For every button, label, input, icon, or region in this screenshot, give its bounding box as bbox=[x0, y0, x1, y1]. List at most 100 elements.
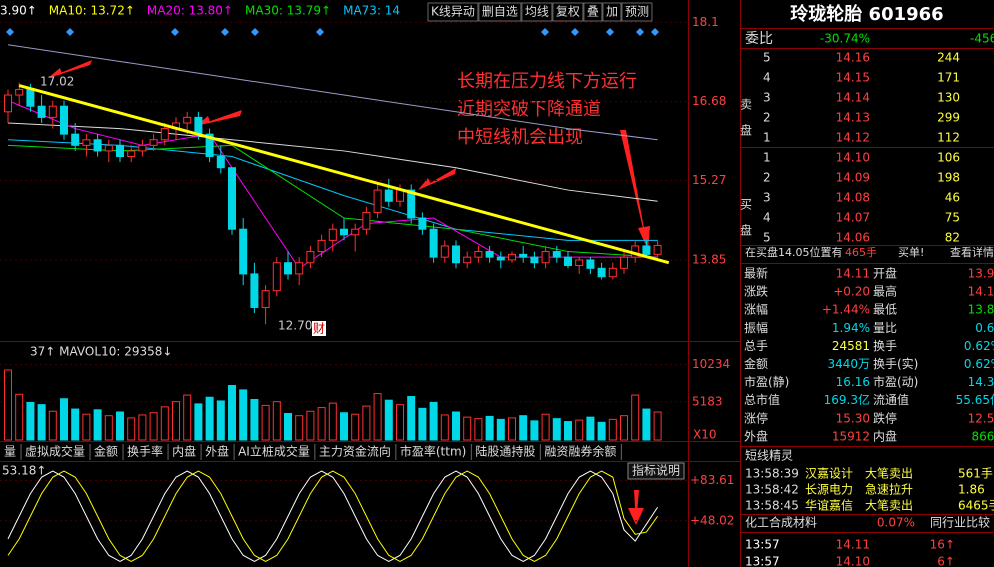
stat-label: 量比 bbox=[873, 321, 897, 335]
level-volume: 112 bbox=[937, 131, 960, 145]
toolbar-button-frame[interactable] bbox=[583, 2, 603, 22]
y-tick-label: 13.85 bbox=[692, 252, 726, 266]
stat-label: 市盈(动) bbox=[873, 374, 918, 389]
notice-tail: 买单! bbox=[898, 246, 924, 259]
industry: 化工合成材料 bbox=[745, 515, 817, 530]
level: 2 bbox=[763, 111, 771, 125]
notice-link[interactable]: 查看详情 bbox=[950, 245, 994, 259]
candle-body bbox=[552, 251, 561, 258]
indicator-tab[interactable]: 虚拟成交量 bbox=[25, 444, 85, 459]
toolbar-button-frame[interactable] bbox=[602, 2, 622, 22]
level-price: 14.12 bbox=[836, 131, 870, 145]
indicator-tab[interactable]: 陆股通持股 bbox=[475, 444, 535, 459]
indicator-tab[interactable]: 融资融券余额 bbox=[544, 444, 616, 459]
stat-value: 0.62 bbox=[975, 321, 994, 335]
level: 2 bbox=[763, 171, 771, 185]
trade-time: 13:57 bbox=[745, 555, 780, 567]
sprite-event: 急速拉升 bbox=[865, 482, 913, 497]
toolbar-button[interactable]: 加 bbox=[606, 5, 618, 19]
stat-label: 跌停 bbox=[873, 410, 897, 425]
candle-body bbox=[205, 133, 214, 158]
toolbar-button[interactable]: 删自选 bbox=[482, 5, 518, 19]
toolbar-button[interactable]: K线异动 bbox=[431, 5, 475, 19]
indicator-tab[interactable]: 量 bbox=[4, 445, 16, 459]
ma-line bbox=[7, 44, 658, 141]
volume-bar bbox=[60, 398, 68, 441]
industry-change: 0.07% bbox=[877, 516, 915, 530]
ma-legend: 3.90↑ bbox=[0, 4, 37, 18]
volume-bar bbox=[317, 407, 326, 441]
level-price: 14.09 bbox=[836, 171, 870, 185]
candle-body bbox=[440, 245, 449, 258]
toolbar-button-frame[interactable] bbox=[552, 2, 584, 22]
industry-compare[interactable]: 同行业比较 bbox=[930, 515, 990, 530]
ma-line bbox=[7, 122, 658, 202]
volume-tick-label: 5183 bbox=[692, 394, 723, 408]
toolbar-button-frame[interactable] bbox=[478, 2, 522, 22]
osc-button-label[interactable]: 指标说明 bbox=[632, 463, 680, 478]
volume-bar bbox=[26, 401, 35, 441]
level-price: 14.08 bbox=[836, 191, 870, 205]
volume-bar bbox=[160, 406, 169, 441]
indicator-tab[interactable]: 市盈率(ttm) bbox=[400, 444, 466, 459]
level-price: 14.14 bbox=[836, 91, 870, 105]
volume-bar bbox=[440, 414, 449, 441]
candle-body bbox=[239, 228, 248, 275]
volume-bar bbox=[328, 402, 337, 441]
toolbar-button-frame[interactable] bbox=[621, 2, 653, 22]
volume-bar bbox=[194, 403, 203, 441]
toolbar-button-frame[interactable] bbox=[521, 2, 553, 22]
toolbar-button[interactable]: 预测 bbox=[625, 5, 649, 19]
candle-body bbox=[194, 116, 203, 135]
toolbar-button-frame[interactable] bbox=[427, 2, 479, 22]
stat-value: 13.80 bbox=[968, 303, 994, 317]
indicator-tab[interactable]: 外盘 bbox=[205, 444, 229, 459]
volume-bar bbox=[37, 404, 46, 441]
sprite-time: 13:58:42 bbox=[745, 483, 799, 497]
sprite-stock: 汉嘉设计 bbox=[805, 467, 853, 481]
level: 3 bbox=[763, 191, 771, 205]
sprite-event: 大笔卖出 bbox=[865, 498, 913, 513]
candle-body bbox=[306, 251, 315, 264]
toolbar-button[interactable]: 复权 bbox=[556, 5, 580, 19]
sprite-event: 大笔卖出 bbox=[865, 466, 913, 481]
stat-label: 涨停 bbox=[744, 410, 768, 425]
stat-value: 16.16 bbox=[836, 375, 870, 389]
indicator-tab[interactable]: 主力资金流向 bbox=[319, 444, 391, 459]
ma-legend: MA20: 13.80↑ bbox=[147, 4, 233, 18]
level-price: 14.13 bbox=[836, 111, 870, 125]
volume-bar bbox=[228, 384, 236, 441]
volume-bar bbox=[362, 405, 371, 441]
stat-value: 55.65亿 bbox=[956, 392, 994, 407]
candle-body bbox=[519, 253, 528, 258]
volume-bar bbox=[429, 401, 438, 441]
volume-bar bbox=[15, 393, 24, 441]
stat-label: 最新 bbox=[744, 266, 768, 281]
y-tick-label: 15.27 bbox=[692, 173, 726, 187]
indicator-tab[interactable]: 内盘 bbox=[172, 444, 196, 459]
candle-body bbox=[127, 150, 136, 158]
indicator-tab[interactable]: AI立桩成交量 bbox=[238, 444, 310, 459]
candle-body bbox=[508, 253, 516, 261]
arrows bbox=[48, 60, 650, 525]
volume-bar bbox=[384, 399, 393, 441]
stat-label: 内盘 bbox=[873, 428, 897, 443]
candle-body bbox=[116, 144, 124, 158]
sprite-title: 短线精灵 bbox=[745, 449, 793, 463]
level: 3 bbox=[763, 91, 771, 105]
candle-body bbox=[250, 273, 259, 308]
indicator-tab[interactable]: 换手率 bbox=[127, 444, 163, 459]
volume-bar bbox=[519, 415, 528, 441]
trade-price: 14.11 bbox=[836, 538, 870, 552]
osc-tick-label: +83.61 bbox=[690, 473, 734, 487]
osc-button[interactable] bbox=[627, 462, 685, 480]
sprite-stock: 长源电力 bbox=[805, 483, 853, 497]
indicator-tab[interactable]: 金额 bbox=[94, 444, 118, 459]
toolbar-button[interactable]: 叠 bbox=[587, 5, 599, 19]
stat-value: 15.30 bbox=[836, 411, 870, 425]
candle-body bbox=[4, 94, 12, 113]
candle-body bbox=[642, 245, 651, 255]
toolbar-button[interactable]: 均线 bbox=[525, 5, 549, 19]
ma-legend: MA73: 14 bbox=[343, 4, 400, 18]
